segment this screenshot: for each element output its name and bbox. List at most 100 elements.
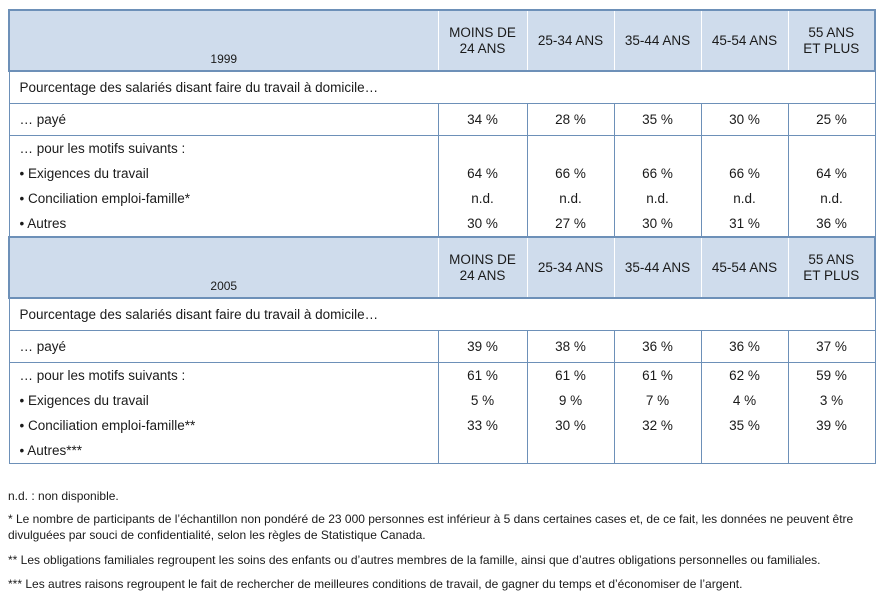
reason-value: n.d. [559, 191, 582, 206]
reason-value: 31 % [729, 216, 760, 231]
intro-text: Pourcentage des salariés disant faire du… [8, 70, 876, 104]
reason-value: 4 % [732, 393, 757, 408]
reason-value: 36 % [816, 216, 847, 231]
reason-value: 5 % [470, 393, 495, 408]
reasons-label-value: 59 % [816, 368, 847, 383]
reasons-label-value [789, 136, 875, 161]
reasons-values: 59 % 3 % 39 % [787, 362, 876, 464]
paid-value: 36 % [613, 330, 702, 363]
reasons-values: 61 % 5 % 33 % [437, 362, 528, 464]
year-header: 1999 [8, 9, 439, 72]
age-group-header: MOINS DE 24 ANS [437, 9, 528, 72]
reasons-labels: … pour les motifs suivants : • Exigences … [8, 135, 439, 238]
paid-value: 25 % [787, 103, 876, 136]
reason-value: 35 % [729, 418, 760, 433]
reason-value: 27 % [555, 216, 586, 231]
reasons-values: 61 % 9 % 30 % [526, 362, 615, 464]
reason-value: 64 % [467, 166, 498, 181]
intro-row: Pourcentage des salariés disant faire du… [8, 70, 876, 104]
age-group-header: 25-34 ANS [526, 9, 615, 72]
reason-label: • Conciliation emploi-famille* [19, 191, 191, 206]
age-group-header: 55 ANS ET PLUS [787, 9, 876, 72]
paid-value: 28 % [526, 103, 615, 136]
reasons-values: 64 % n.d. 36 % [787, 135, 876, 238]
intro-text: Pourcentage des salariés disant faire du… [8, 297, 876, 331]
age-group-label: 35-44 ANS [624, 32, 691, 48]
reason-value: 64 % [816, 166, 847, 181]
paid-value: 35 % [613, 103, 702, 136]
year-header: 2005 [8, 236, 439, 299]
reason-value: 30 % [642, 216, 673, 231]
reason-label: • Autres*** [19, 443, 83, 458]
reason-value: 30 % [467, 216, 498, 231]
reason-value: 66 % [642, 166, 673, 181]
paid-value: 36 % [700, 330, 789, 363]
reasons-label-value: 61 % [555, 368, 586, 383]
reasons-label-value: 62 % [729, 368, 760, 383]
age-group-label: 24 ANS [459, 40, 506, 56]
age-group-header: 45-54 ANS [700, 9, 789, 72]
footnote-1: * Le nombre de participants de l’échanti… [8, 512, 854, 542]
reason-label: • Exigences du travail [19, 393, 149, 408]
telework-table: 1999 MOINS DE 24 ANS 25-34 ANS 35-44 ANS 45-5… [8, 9, 876, 464]
age-group-header: 35-44 ANS [613, 236, 702, 299]
age-group-label: 25-34 ANS [537, 32, 604, 48]
reasons-values: 66 % n.d. 27 % [526, 135, 615, 238]
age-group-header: 55 ANS ET PLUS [787, 236, 876, 299]
age-group-label: 55 ANS [808, 251, 855, 267]
header-row-1999: 1999 MOINS DE 24 ANS 25-34 ANS 35-44 ANS 45-5… [8, 9, 876, 72]
reasons-label-value [702, 136, 788, 161]
age-group-label: 45-54 ANS [711, 259, 778, 275]
reasons-label-value [528, 136, 614, 161]
reason-value [615, 438, 701, 463]
reasons-values: 66 % n.d. 31 % [700, 135, 789, 238]
age-group-label: 35-44 ANS [624, 259, 691, 275]
reason-value: 7 % [645, 393, 670, 408]
paid-value: 30 % [700, 103, 789, 136]
paid-label: … payé [8, 103, 439, 136]
reason-label: • Autres [19, 216, 67, 231]
reasons-label-value: 61 % [642, 368, 673, 383]
reasons-label-value: 61 % [467, 368, 498, 383]
reasons-values: 64 % n.d. 30 % [437, 135, 528, 238]
footnote-2: ** Les obligations familiales regroupent… [8, 553, 821, 567]
reason-value: n.d. [646, 191, 669, 206]
intro-row: Pourcentage des salariés disant faire du… [8, 297, 876, 331]
paid-value: 38 % [526, 330, 615, 363]
reason-value: n.d. [471, 191, 494, 206]
reason-value: 66 % [555, 166, 586, 181]
reasons-label: … pour les motifs suivants : [19, 141, 186, 156]
age-group-label: MOINS DE [449, 251, 516, 267]
reasons-values: 66 % n.d. 30 % [613, 135, 702, 238]
reasons-row: … pour les motifs suivants : • Exigences … [8, 135, 876, 238]
paid-value: 39 % [437, 330, 528, 363]
reasons-row: … pour les motifs suivants : • Exigences … [8, 362, 876, 464]
age-group-label: 45-54 ANS [711, 32, 778, 48]
reason-value: n.d. [820, 191, 843, 206]
reason-value: 32 % [642, 418, 673, 433]
age-group-label: ET PLUS [803, 267, 860, 283]
age-group-label: MOINS DE [449, 24, 516, 40]
age-group-header: 25-34 ANS [526, 236, 615, 299]
footnote-3: *** Les autres raisons regroupent le fai… [8, 577, 743, 591]
paid-value: 34 % [437, 103, 528, 136]
reasons-labels: … pour les motifs suivants : • Exigences … [8, 362, 439, 464]
reasons-values: 61 % 7 % 32 % [613, 362, 702, 464]
reason-value [702, 438, 788, 463]
reason-label: • Conciliation emploi-famille** [19, 418, 196, 433]
reason-value: 3 % [819, 393, 844, 408]
age-group-label: 25-34 ANS [537, 259, 604, 275]
paid-row: … payé 39 % 38 % 36 % 36 % 37 % [8, 330, 876, 363]
reason-value: n.d. [733, 191, 756, 206]
reason-value [789, 438, 875, 463]
reasons-label: … pour les motifs suivants : [19, 368, 186, 383]
age-group-header: 35-44 ANS [613, 9, 702, 72]
age-group-header: 45-54 ANS [700, 236, 789, 299]
paid-row: … payé 34 % 28 % 35 % 30 % 25 % [8, 103, 876, 136]
reason-value [528, 438, 614, 463]
age-group-label: 55 ANS [808, 24, 855, 40]
reasons-label-value [615, 136, 701, 161]
reason-value: 9 % [558, 393, 583, 408]
reason-value: 39 % [816, 418, 847, 433]
reason-value: 66 % [729, 166, 760, 181]
